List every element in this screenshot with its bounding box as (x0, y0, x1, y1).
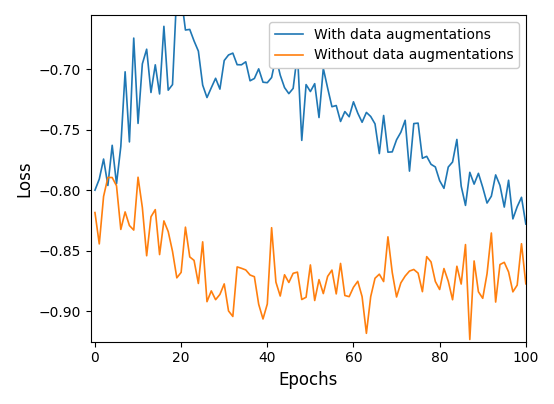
Without data augmentations (522, 282, 529, 286)
With data augmentations (419, 156, 425, 161)
With data augmentations (122, 69, 129, 74)
Legend: With data augmentations, Without data augmentations: With data augmentations, Without data au… (269, 22, 519, 68)
Without data augmentations (398, 280, 404, 285)
Without data augmentations (419, 289, 425, 294)
Without data augmentations (135, 175, 141, 180)
X-axis label: Epochs: Epochs (279, 371, 338, 389)
Y-axis label: Loss: Loss (15, 160, 33, 197)
Without data augmentations (91, 210, 98, 215)
With data augmentations (522, 222, 529, 227)
With data augmentations (398, 130, 404, 135)
With data augmentations (294, 51, 301, 56)
Without data augmentations (122, 210, 129, 215)
Without data augmentations (204, 299, 211, 304)
Without data augmentations (355, 279, 361, 284)
Without data augmentations (466, 337, 473, 342)
With data augmentations (355, 111, 361, 116)
Line: Without data augmentations: Without data augmentations (95, 177, 526, 339)
With data augmentations (91, 188, 98, 193)
Line: With data augmentations: With data augmentations (95, 0, 526, 224)
With data augmentations (204, 95, 211, 100)
Without data augmentations (294, 270, 301, 275)
